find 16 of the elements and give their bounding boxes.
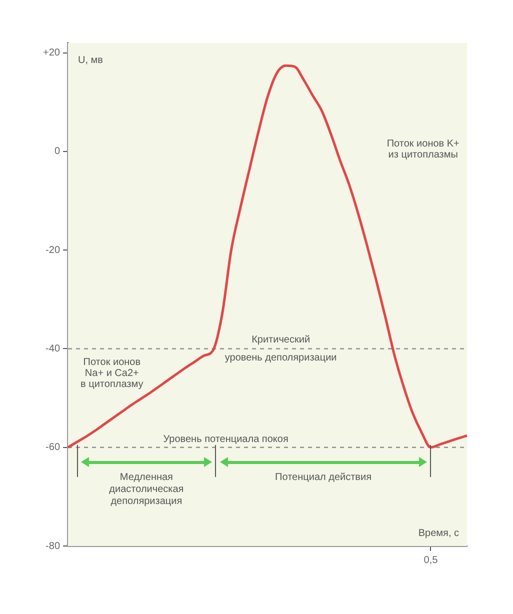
line-series (66, 64, 468, 449)
x-tick-label: 0,5 (424, 554, 438, 566)
y-tick-label: -80 (46, 540, 60, 552)
y-tick-label: 0 (54, 146, 60, 158)
annotation: Медленная диастолическая деполяризация (109, 472, 184, 508)
y-tick-label: -40 (46, 343, 60, 354)
x-axis-title: Время, с (418, 528, 459, 539)
y-axis-title: U, мв (78, 54, 103, 66)
annotation: Поток ионов K+ из цитоплазмы (386, 138, 460, 160)
annotation: Потенциал действия (275, 472, 372, 484)
annotation: Поток ионов Na+ и Ca2+ в цитоплазму (80, 357, 144, 390)
ref-line-label: Критический уровень деполяризации (224, 334, 337, 364)
ref-line-label: Уровень потенциала покоя (163, 434, 288, 446)
y-tick-label: -20 (46, 244, 60, 256)
y-tick-label: -60 (46, 442, 60, 454)
y-tick-label: +20 (43, 48, 60, 59)
